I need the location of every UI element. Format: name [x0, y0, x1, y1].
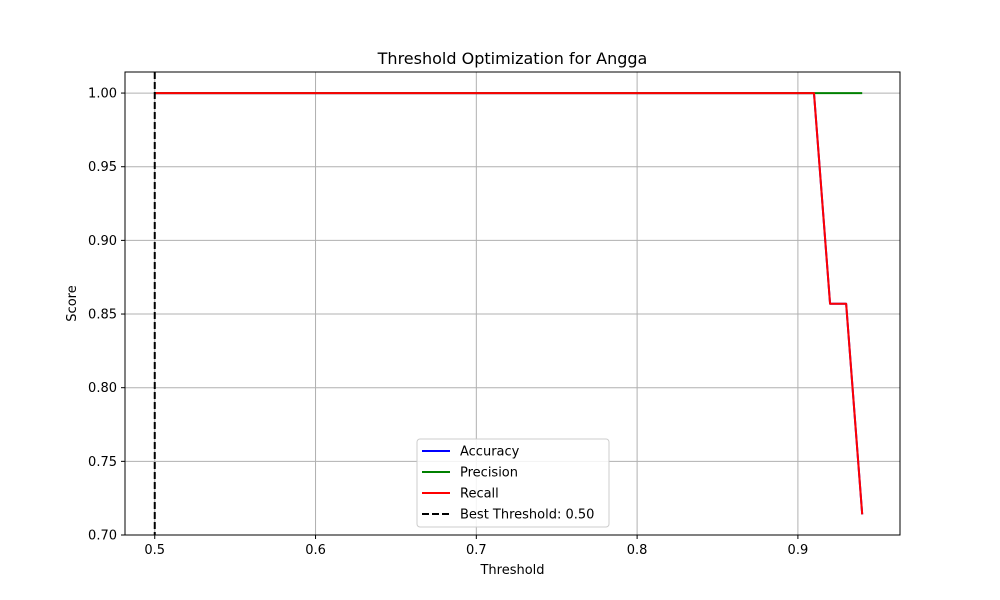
- y-axis-ticks: 0.70 0.75 0.80 0.85 0.90 0.95 1.00: [88, 87, 125, 544]
- legend-box: [416, 438, 610, 528]
- series-lines: [154, 92, 864, 515]
- x-tick-label: 0.5: [144, 543, 165, 558]
- x-axis-ticks: 0.5 0.6 0.7 0.8 0.9: [144, 535, 808, 558]
- x-axis-label: Threshold: [479, 563, 544, 578]
- y-tick-label: 1.00: [88, 87, 117, 102]
- y-tick-label: 0.85: [88, 308, 117, 323]
- y-tick-label: 0.70: [88, 529, 117, 544]
- x-tick-label: 0.9: [788, 543, 809, 558]
- x-tick-label: 0.7: [466, 543, 487, 558]
- y-tick-label: 0.75: [88, 455, 117, 470]
- x-tick-label: 0.6: [305, 543, 326, 558]
- y-tick-label: 0.90: [88, 234, 117, 249]
- series-line-recall: [154, 92, 864, 515]
- legend-label: Precision: [460, 466, 518, 481]
- y-tick-label: 0.80: [88, 381, 117, 396]
- y-axis-label: Score: [65, 285, 80, 321]
- legend-label: Best Threshold: 0.50: [460, 508, 594, 523]
- plot-frame: [124, 71, 901, 536]
- legend-label: Recall: [460, 487, 499, 502]
- legend-label: Accuracy: [460, 445, 520, 460]
- x-tick-label: 0.8: [627, 543, 648, 558]
- y-tick-label: 0.95: [88, 160, 117, 175]
- chart-title: Threshold Optimization for Angga: [377, 49, 648, 68]
- legend: Accuracy Precision Recall Best Threshold: 0…: [416, 438, 610, 528]
